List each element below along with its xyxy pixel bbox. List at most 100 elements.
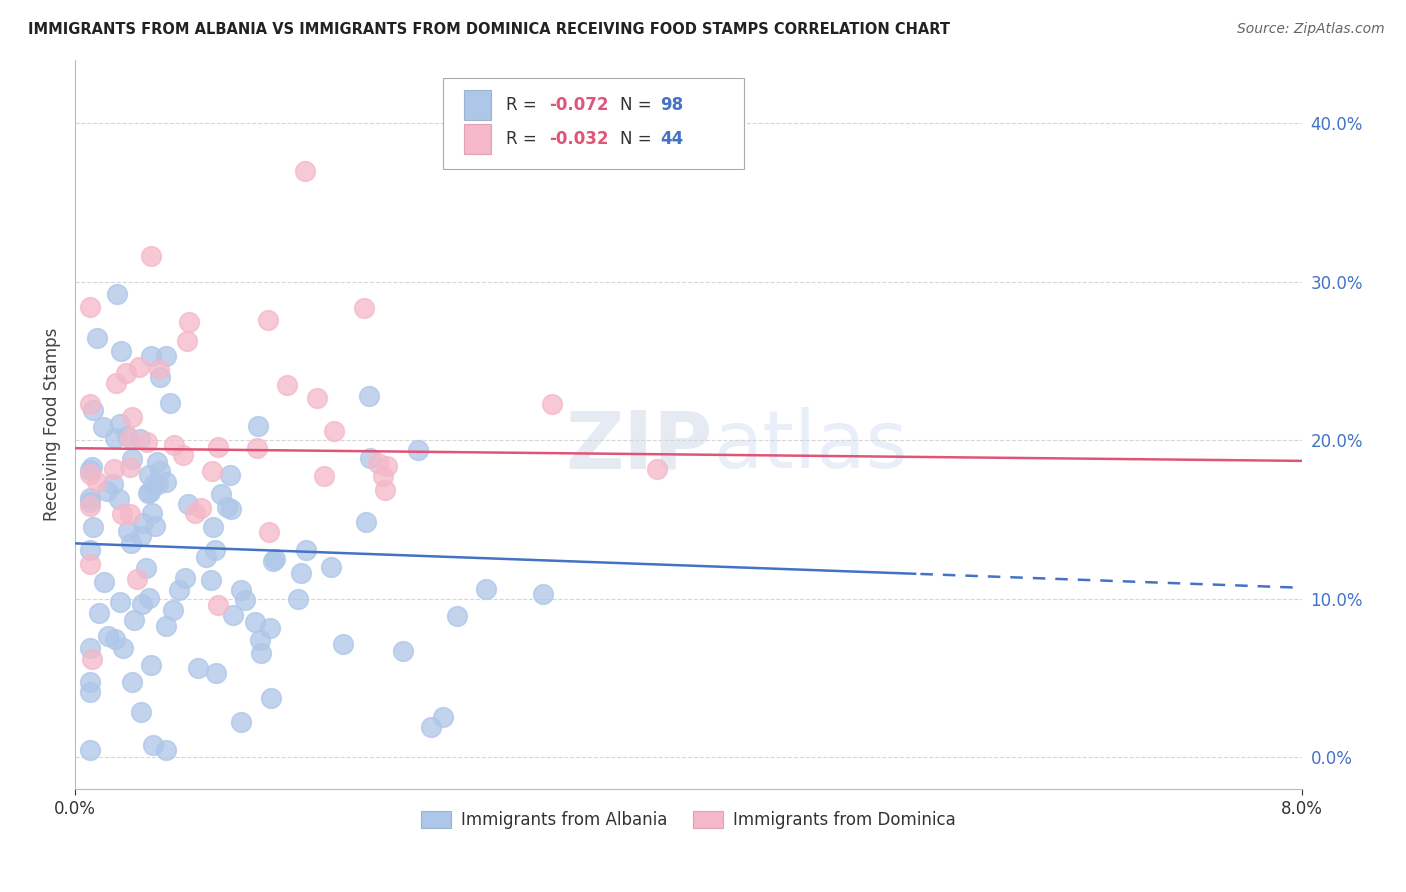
Point	[108, 492, 131, 507]
Point	[128, 360, 150, 375]
Point	[135, 435, 157, 450]
Point	[367, 456, 389, 470]
Point	[243, 615, 266, 629]
Text: 44: 44	[661, 130, 683, 148]
Point	[149, 464, 172, 478]
Point	[91, 420, 114, 434]
Text: 98: 98	[661, 95, 683, 114]
Point	[86, 331, 108, 345]
Point	[120, 536, 142, 550]
Point	[80, 652, 103, 666]
Point	[79, 557, 101, 571]
Point	[201, 520, 224, 534]
Point	[475, 582, 498, 597]
Point	[132, 516, 155, 530]
Point	[432, 710, 454, 724]
Point	[146, 476, 169, 491]
Point	[531, 586, 554, 600]
Point	[155, 349, 177, 363]
Point	[79, 641, 101, 656]
Point	[105, 287, 128, 301]
Point	[246, 441, 269, 455]
Point	[110, 344, 132, 359]
Point	[104, 632, 127, 646]
Point	[103, 462, 125, 476]
Point	[314, 469, 336, 483]
Point	[79, 495, 101, 509]
Point	[222, 607, 245, 622]
Point	[136, 486, 159, 500]
Text: ZIP: ZIP	[565, 408, 713, 485]
Point	[139, 249, 162, 263]
Point	[143, 519, 166, 533]
Point	[420, 720, 443, 734]
Point	[82, 519, 104, 533]
Text: IMMIGRANTS FROM ALBANIA VS IMMIGRANTS FROM DOMINICA RECEIVING FOOD STAMPS CORREL: IMMIGRANTS FROM ALBANIA VS IMMIGRANTS FR…	[28, 22, 950, 37]
Point	[82, 459, 104, 474]
Point	[187, 660, 209, 674]
FancyBboxPatch shape	[443, 78, 744, 169]
Point	[79, 462, 101, 476]
Point	[82, 403, 104, 417]
Text: N =: N =	[620, 95, 657, 114]
Point	[104, 431, 127, 445]
Point	[645, 462, 668, 476]
Point	[79, 397, 101, 411]
Point	[229, 582, 252, 597]
Point	[294, 163, 316, 178]
Point	[129, 432, 152, 446]
Point	[148, 362, 170, 376]
Point	[207, 599, 229, 613]
Point	[105, 376, 128, 390]
Point	[259, 690, 281, 705]
Point	[112, 641, 135, 656]
Point	[79, 499, 101, 513]
Point	[118, 507, 141, 521]
Point	[111, 508, 134, 522]
FancyBboxPatch shape	[464, 124, 491, 154]
Point	[129, 529, 152, 543]
Point	[163, 438, 186, 452]
Point	[155, 742, 177, 756]
Point	[215, 500, 238, 515]
Point	[169, 583, 191, 598]
Point	[207, 440, 229, 454]
Point	[263, 552, 285, 566]
Point	[446, 609, 468, 624]
Point	[143, 477, 166, 491]
Point	[249, 646, 271, 660]
Point	[138, 468, 160, 483]
Point	[103, 476, 125, 491]
Point	[246, 419, 269, 434]
Point	[145, 455, 167, 469]
Point	[121, 675, 143, 690]
Point	[287, 592, 309, 607]
Point	[392, 644, 415, 658]
Point	[353, 301, 375, 315]
Point	[176, 497, 198, 511]
FancyBboxPatch shape	[464, 89, 491, 120]
Point	[131, 597, 153, 611]
Text: N =: N =	[620, 130, 657, 148]
Text: Source: ZipAtlas.com: Source: ZipAtlas.com	[1237, 22, 1385, 37]
Point	[121, 451, 143, 466]
Point	[541, 397, 564, 411]
Point	[190, 500, 212, 515]
Point	[115, 429, 138, 443]
Point	[371, 468, 394, 483]
Point	[200, 574, 222, 588]
Point	[359, 389, 381, 403]
Point	[295, 543, 318, 558]
Point	[122, 613, 145, 627]
Point	[96, 483, 118, 498]
Point	[117, 524, 139, 538]
Point	[201, 464, 224, 478]
Point	[79, 300, 101, 314]
Point	[141, 506, 163, 520]
Point	[374, 483, 396, 497]
Point	[79, 543, 101, 558]
Point	[125, 572, 148, 586]
Point	[233, 593, 256, 607]
Point	[205, 666, 228, 681]
Point	[172, 448, 194, 462]
